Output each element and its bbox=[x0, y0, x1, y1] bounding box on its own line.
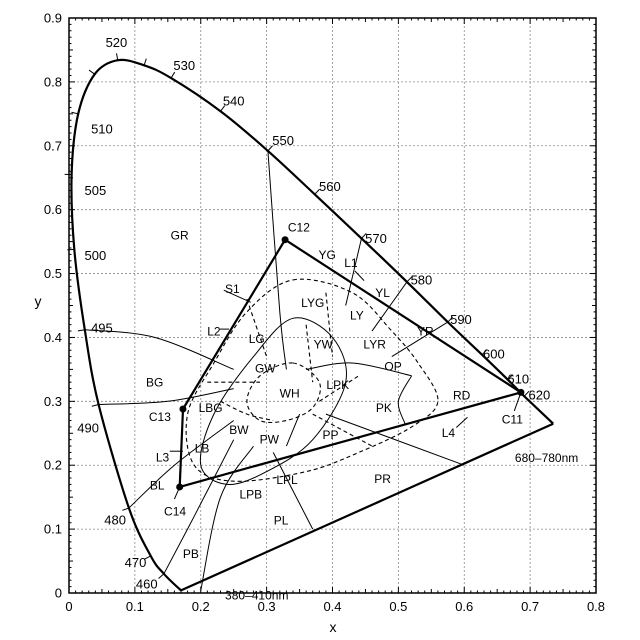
wavelength-label: 610 bbox=[507, 371, 529, 386]
point-label: C12 bbox=[288, 220, 310, 234]
region-label: GW bbox=[255, 362, 276, 376]
label-leader bbox=[355, 271, 364, 281]
x-tick-label: 0.5 bbox=[389, 599, 407, 614]
x-tick-label: 0.8 bbox=[587, 599, 605, 614]
region-label: BL bbox=[150, 479, 165, 493]
x-axis-title: x bbox=[330, 619, 337, 635]
boundary-line bbox=[286, 414, 299, 446]
region-label: PB bbox=[183, 547, 199, 561]
axis-ticks: 00.10.20.30.40.50.60.70.800.10.20.30.40.… bbox=[44, 11, 605, 615]
region-label: LYR bbox=[363, 337, 386, 351]
region-label: RD bbox=[453, 388, 471, 402]
region-label: YW bbox=[314, 337, 334, 351]
wavelength-tick bbox=[89, 70, 95, 75]
x-tick-label: 0.1 bbox=[126, 599, 144, 614]
label-leader bbox=[514, 392, 521, 411]
region-label: OP bbox=[384, 360, 401, 374]
boundary-line bbox=[268, 151, 287, 370]
wavelength-label: 510 bbox=[91, 122, 113, 137]
region-label: LY bbox=[350, 309, 364, 323]
wavelength-label: 495 bbox=[91, 320, 113, 335]
y-tick-label: 0.1 bbox=[44, 522, 62, 537]
point-label: C13 bbox=[149, 410, 171, 424]
dashed-boundary bbox=[306, 325, 313, 383]
dashed-boundary bbox=[221, 401, 274, 420]
y-axis-title: y bbox=[35, 293, 42, 309]
gamut-point-c11 bbox=[517, 389, 524, 396]
boundary-line bbox=[346, 238, 362, 305]
wavelength-tick bbox=[67, 249, 75, 250]
wavelength-label: 540 bbox=[223, 94, 245, 109]
region-label: PR bbox=[374, 472, 391, 486]
region-label: LPL bbox=[276, 473, 298, 487]
dashed-boundary bbox=[247, 299, 267, 357]
region-label: YG bbox=[319, 248, 336, 262]
region-label: BW bbox=[229, 423, 249, 437]
wavelength-label: 530 bbox=[173, 58, 195, 73]
point-label: L3 bbox=[156, 450, 170, 464]
wavelength-label: 460 bbox=[136, 577, 158, 592]
point-label: C11 bbox=[502, 413, 523, 427]
y-tick-label: 0.2 bbox=[44, 458, 62, 473]
y-tick-label: 0.4 bbox=[44, 330, 62, 345]
wavelength-label: 680–780nm bbox=[515, 451, 578, 465]
point-label: C14 bbox=[164, 505, 186, 519]
y-tick-label: 0 bbox=[55, 586, 62, 601]
wavelength-label: 520 bbox=[106, 35, 128, 50]
region-label: PK bbox=[376, 401, 392, 415]
region-label: LPB bbox=[239, 487, 262, 501]
point-label: L4 bbox=[442, 426, 456, 440]
point-label: S1 bbox=[225, 282, 240, 296]
wavelength-label: 550 bbox=[272, 133, 294, 148]
wavelength-label: 570 bbox=[365, 231, 387, 246]
wavelength-label: 560 bbox=[319, 179, 341, 194]
labels-group: 520 530 540 550 560 570 580 590 600610620 510 505 5… bbox=[77, 35, 578, 603]
x-tick-label: 0 bbox=[65, 599, 72, 614]
wavelength-label: 380–410nm bbox=[225, 588, 288, 602]
gamut-point-c13 bbox=[179, 406, 186, 413]
wavelength-label: 590 bbox=[450, 312, 472, 327]
boundary-line bbox=[398, 376, 411, 424]
wavelength-tick bbox=[159, 573, 165, 578]
region-label: LPK bbox=[326, 378, 349, 392]
x-tick-label: 0.7 bbox=[521, 599, 539, 614]
spectral-locus-group bbox=[65, 53, 554, 590]
region-label: WH bbox=[280, 387, 300, 401]
x-tick-label: 0.4 bbox=[323, 599, 341, 614]
wavelength-label: 620 bbox=[528, 387, 550, 402]
y-tick-label: 0.8 bbox=[44, 74, 62, 89]
region-label: YR bbox=[417, 325, 434, 339]
wavelength-label: 470 bbox=[125, 555, 147, 570]
region-label: GR bbox=[171, 229, 189, 243]
region-label: BG bbox=[146, 376, 163, 390]
label-leader bbox=[456, 417, 467, 427]
region-label: YL bbox=[375, 286, 390, 300]
wavelength-label: 490 bbox=[77, 421, 99, 436]
y-tick-label: 0.7 bbox=[44, 138, 62, 153]
wavelength-label: 600 bbox=[483, 347, 505, 362]
y-tick-label: 0.6 bbox=[44, 202, 62, 217]
region-label: PW bbox=[260, 433, 280, 447]
x-tick-label: 0.6 bbox=[455, 599, 473, 614]
grid-lines bbox=[69, 18, 596, 593]
region-label: PP bbox=[323, 428, 339, 442]
region-label: LYG bbox=[301, 296, 324, 310]
y-tick-label: 0.9 bbox=[44, 11, 62, 26]
y-tick-label: 0.5 bbox=[44, 266, 62, 281]
wavelength-label: 500 bbox=[84, 248, 106, 263]
point-label: L1 bbox=[344, 256, 358, 270]
wavelength-label: 505 bbox=[84, 183, 106, 198]
wavelength-label: 480 bbox=[104, 513, 126, 528]
gamut-point-c12 bbox=[282, 236, 289, 243]
region-label: LG bbox=[249, 332, 265, 346]
point-label: L2 bbox=[207, 325, 221, 339]
wavelength-label: 580 bbox=[411, 272, 433, 287]
region-label: LB bbox=[195, 441, 210, 455]
region-label: LBG bbox=[199, 401, 223, 415]
region-label: PL bbox=[274, 514, 289, 528]
x-tick-label: 0.2 bbox=[192, 599, 210, 614]
y-tick-label: 0.3 bbox=[44, 394, 62, 409]
